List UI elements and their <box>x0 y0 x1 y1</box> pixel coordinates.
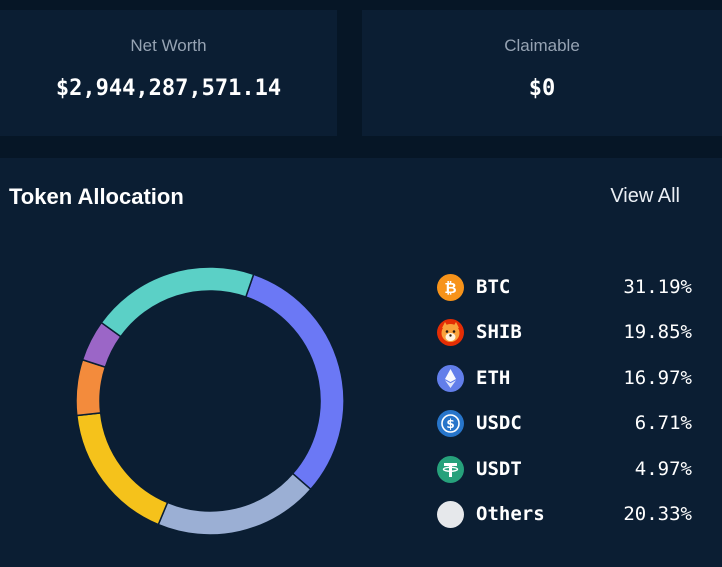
legend-label: SHIB <box>476 321 522 344</box>
legend-item-usdt[interactable]: USDT 4.97% <box>437 453 692 498</box>
legend-percent: 19.85% <box>623 321 692 344</box>
legend-percent: 20.33% <box>623 502 692 525</box>
allocation-legend: ₿ BTC 31.19% SHIB 19.85% <box>437 271 692 543</box>
view-all-link[interactable]: View All <box>610 185 680 207</box>
svg-text:₿: ₿ <box>444 279 456 297</box>
legend-label: BTC <box>476 276 511 298</box>
token-allocation-title: Token Allocation <box>9 184 184 209</box>
allocation-donut-chart <box>75 266 345 536</box>
legend-label: USDT <box>476 457 522 480</box>
net-worth-label: Net Worth <box>130 36 207 55</box>
usdt-icon <box>437 455 464 483</box>
claimable-label: Claimable <box>504 36 580 55</box>
donut-slice-btc[interactable] <box>244 273 345 491</box>
legend-percent: 31.19% <box>623 276 692 298</box>
legend-label: USDC <box>476 412 522 435</box>
shib-icon <box>437 319 464 347</box>
eth-icon <box>437 364 464 392</box>
others-icon <box>437 500 464 528</box>
legend-item-btc[interactable]: ₿ BTC 31.19% <box>437 271 692 316</box>
legend-percent: 4.97% <box>634 457 692 480</box>
usdc-icon: $ <box>437 410 464 438</box>
legend-item-shib[interactable]: SHIB 19.85% <box>437 316 692 361</box>
svg-text:$: $ <box>446 417 454 431</box>
donut-slice-shib[interactable] <box>157 472 312 536</box>
legend-percent: 6.71% <box>634 412 692 435</box>
legend-percent: 16.97% <box>623 366 692 389</box>
legend-label: ETH <box>476 366 511 389</box>
legend-item-usdc[interactable]: $ USDC 6.71% <box>437 407 692 452</box>
token-allocation-panel: Token Allocation View All ₿ BTC 31.19% <box>0 158 722 567</box>
claimable-card: Claimable $0 <box>362 10 722 136</box>
donut-slice-eth[interactable] <box>75 412 169 526</box>
net-worth-card: Net Worth $2,944,287,571.14 <box>0 10 337 136</box>
net-worth-value: $2,944,287,571.14 <box>55 76 282 101</box>
donut-slice-others[interactable] <box>100 266 255 338</box>
claimable-value: $0 <box>528 76 556 101</box>
legend-label: Others <box>476 502 545 525</box>
legend-item-eth[interactable]: ETH 16.97% <box>437 362 692 407</box>
legend-item-others[interactable]: Others 20.33% <box>437 498 692 543</box>
donut-slice-usdc[interactable] <box>75 358 107 417</box>
btc-icon: ₿ <box>437 274 464 301</box>
